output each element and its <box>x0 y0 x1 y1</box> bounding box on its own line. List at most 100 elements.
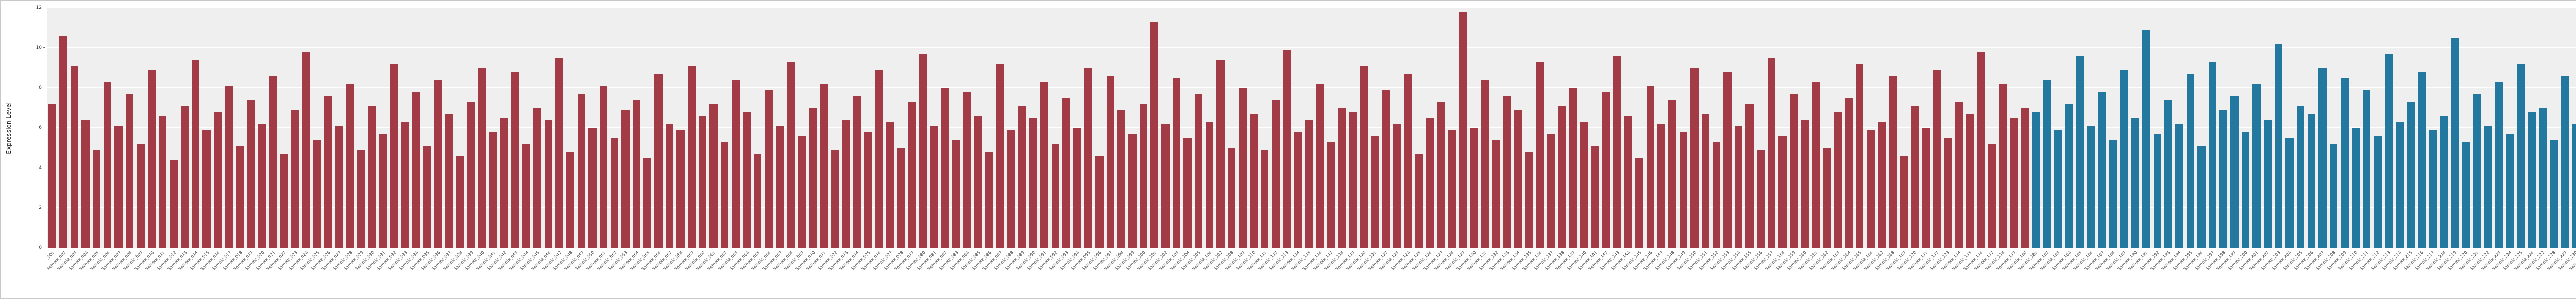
bar-slot <box>2339 8 2350 248</box>
bar <box>1580 122 1588 248</box>
bar <box>1690 68 1699 248</box>
bar <box>1029 118 1038 248</box>
bar <box>1216 59 1225 248</box>
bar-slot <box>885 8 895 248</box>
bar <box>1536 61 1545 248</box>
bar <box>908 102 916 248</box>
bar-slot <box>1490 8 1501 248</box>
bar-slot <box>2549 8 2560 248</box>
bar <box>2539 108 2547 248</box>
bar-slot <box>1369 8 1380 248</box>
bar <box>853 95 861 248</box>
bar <box>2363 90 2371 248</box>
bar-slot <box>201 8 212 248</box>
bar-slot <box>1072 8 1082 248</box>
bar <box>81 120 90 248</box>
bar <box>280 154 288 248</box>
bar-slot <box>2196 8 2207 248</box>
bar-slot <box>1777 8 1788 248</box>
bar-slot <box>1215 8 1226 248</box>
bar-slot <box>543 8 554 248</box>
bar <box>2572 124 2576 248</box>
bar-slot <box>135 8 146 248</box>
bar <box>2341 77 2349 248</box>
bar <box>1106 76 1114 248</box>
bar <box>1525 152 1533 248</box>
bar <box>1955 102 1963 248</box>
bar <box>324 95 332 248</box>
bar-slot <box>2174 8 2184 248</box>
bar-slot <box>984 8 994 248</box>
bar-slot <box>1347 8 1358 248</box>
bar <box>831 150 839 248</box>
bar-slot <box>1711 8 1722 248</box>
bar <box>2076 56 2084 248</box>
bar <box>1315 84 1324 248</box>
bar <box>2263 120 2272 248</box>
bar <box>1657 124 1666 248</box>
bar-slot <box>2130 8 2141 248</box>
bar-slot <box>852 8 862 248</box>
bar <box>335 126 343 248</box>
bar-slot <box>609 8 620 248</box>
bar <box>247 99 255 248</box>
bar <box>1965 113 1974 248</box>
bar <box>2230 95 2239 248</box>
gridline <box>47 47 2576 48</box>
bar <box>1073 128 1081 248</box>
bar-slot <box>818 8 829 248</box>
bar-slot <box>223 8 234 248</box>
bar <box>1558 106 1566 248</box>
bar-slot <box>345 8 355 248</box>
bar <box>2010 118 2018 248</box>
bar-slot <box>2185 8 2196 248</box>
bar-slot <box>829 8 840 248</box>
bar-slot <box>444 8 454 248</box>
bar-slot <box>1744 8 1755 248</box>
bar-slot <box>1127 8 1138 248</box>
bar-slot <box>234 8 245 248</box>
bar <box>1712 142 1721 248</box>
bar <box>2252 84 2261 248</box>
bar-slot <box>2063 8 2074 248</box>
bar-slot <box>1733 8 1744 248</box>
bar <box>2351 128 2360 248</box>
bar <box>2043 79 2052 248</box>
bar-slot <box>1865 8 1876 248</box>
bar <box>2406 102 2415 248</box>
bar-slot <box>1964 8 1975 248</box>
bar-slot <box>2218 8 2229 248</box>
bar <box>1944 138 1952 248</box>
bar-slot <box>1546 8 1556 248</box>
bar <box>1767 58 1776 248</box>
bar-slot <box>2570 8 2576 248</box>
bar-slot <box>1645 8 1656 248</box>
bar-slot <box>190 8 201 248</box>
bar-slot <box>565 8 575 248</box>
bar-slot <box>323 8 333 248</box>
bar <box>676 129 685 248</box>
bar <box>467 102 476 248</box>
bar-slot <box>2229 8 2240 248</box>
bar <box>2517 63 2525 248</box>
bar <box>125 93 134 248</box>
bar <box>1734 126 1743 248</box>
bar <box>720 142 729 248</box>
bar <box>1856 63 1864 248</box>
bar <box>1360 65 1368 248</box>
bar <box>2472 93 2481 248</box>
bar-slot <box>587 8 598 248</box>
bar-slot <box>47 8 58 248</box>
bar <box>533 108 541 248</box>
bar <box>2021 108 2029 248</box>
bar <box>1337 108 1346 248</box>
bar <box>346 84 354 248</box>
bar <box>268 76 277 248</box>
bar-slot <box>2504 8 2515 248</box>
bar <box>1822 147 1831 248</box>
bar <box>1459 11 1467 248</box>
bar-slot <box>333 8 344 248</box>
bar-slot <box>1182 8 1193 248</box>
bar <box>2396 122 2404 248</box>
bar <box>1437 102 1445 248</box>
